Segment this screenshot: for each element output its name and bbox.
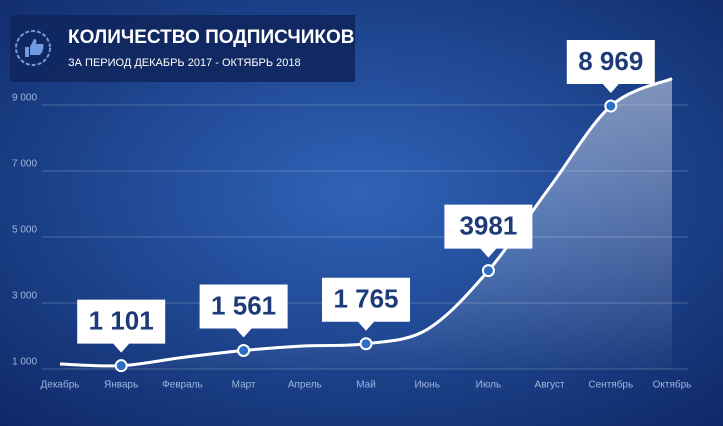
label-box — [322, 277, 410, 331]
thumb-icon — [15, 30, 51, 66]
line — [59, 77, 673, 368]
y-tick-label: 5 000 — [12, 225, 37, 236]
value-label: 8 969 — [578, 46, 643, 76]
point — [604, 99, 618, 113]
x-tick-label: Март — [232, 380, 256, 391]
value-label: 1 765 — [333, 284, 398, 314]
value-label: 3981 — [459, 211, 517, 241]
y-tick-label: 1 000 — [12, 357, 37, 368]
chart-subtitle: ЗА ПЕРИОД ДЕКАБРЬ 2017 - ОКТЯБРЬ 2018 — [68, 57, 301, 69]
label-box — [566, 40, 655, 94]
x-tick-label: Декабрь — [41, 379, 80, 391]
x-tick-label: Май — [356, 380, 376, 391]
value-label: 1 101 — [89, 306, 154, 336]
y-tick-label: 3 000 — [12, 291, 37, 302]
point — [237, 343, 251, 357]
y-tick-label: 7 000 — [12, 159, 37, 170]
value-label: 1 561 — [211, 290, 276, 320]
point — [114, 359, 128, 373]
title-box — [10, 15, 355, 82]
x-tick-label: Июнь — [414, 380, 439, 391]
x-tick-label: Июль — [476, 380, 502, 391]
point — [359, 337, 373, 351]
chart-title: КОЛИЧЕСТВО ПОДПИСЧИКОВ — [68, 27, 354, 48]
x-tick-label: Сентябрь — [588, 379, 633, 391]
label-box — [77, 299, 166, 353]
label-box — [199, 284, 288, 338]
label-box — [444, 204, 533, 258]
y-tick-label: 9 000 — [12, 93, 37, 104]
x-tick-label: Февраль — [162, 380, 203, 391]
area — [60, 78, 672, 369]
x-tick-label: Апрель — [288, 380, 322, 391]
point — [481, 264, 495, 278]
x-tick-label: Октябрь — [653, 379, 692, 391]
x-tick-label: Август — [535, 380, 566, 391]
x-tick-label: Январь — [104, 380, 138, 391]
